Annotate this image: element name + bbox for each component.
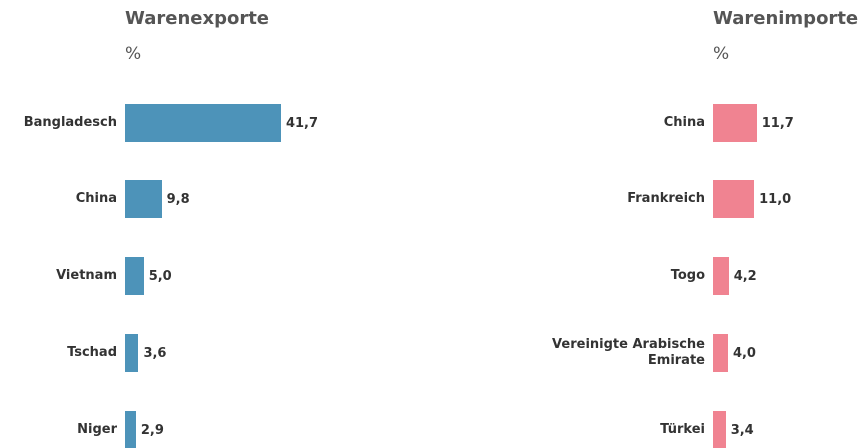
bar <box>125 257 144 295</box>
value-label: 41,7 <box>285 115 319 131</box>
category-label: China <box>663 115 705 130</box>
chart-subtitle: % <box>713 44 730 64</box>
category-label: Tschad <box>67 345 117 360</box>
value-label: 9,8 <box>166 191 190 207</box>
value-label: 11,7 <box>761 115 794 131</box>
bar <box>713 334 728 372</box>
category-label: Türkei <box>660 422 705 437</box>
value-label: 11,0 <box>759 191 792 207</box>
bar <box>713 180 755 218</box>
bar <box>125 104 281 142</box>
value-label: 3,4 <box>730 422 754 438</box>
bar <box>713 104 757 142</box>
category-label: Bangladesch <box>23 115 117 130</box>
category-label: Togo <box>670 268 705 283</box>
value-label: 4,0 <box>732 345 756 361</box>
value-label: 5,0 <box>148 268 172 284</box>
value-label: 2,9 <box>140 422 164 438</box>
category-label: Frankreich <box>627 191 705 206</box>
value-label: 4,2 <box>733 268 757 284</box>
bar <box>125 180 162 218</box>
value-label: 3,6 <box>143 345 167 361</box>
category-label: Niger <box>77 422 117 437</box>
bar <box>713 411 726 448</box>
category-label: Vietnam <box>56 268 117 283</box>
category-label: China <box>75 191 117 206</box>
chart-title: Warenimporte <box>713 8 859 29</box>
chart-title: Warenexporte <box>125 8 270 29</box>
category-label: Vereinigte Arabische Emirate <box>552 337 705 368</box>
bar <box>125 411 136 448</box>
chart-subtitle: % <box>125 44 142 64</box>
bar <box>125 334 139 372</box>
bar <box>713 257 729 295</box>
